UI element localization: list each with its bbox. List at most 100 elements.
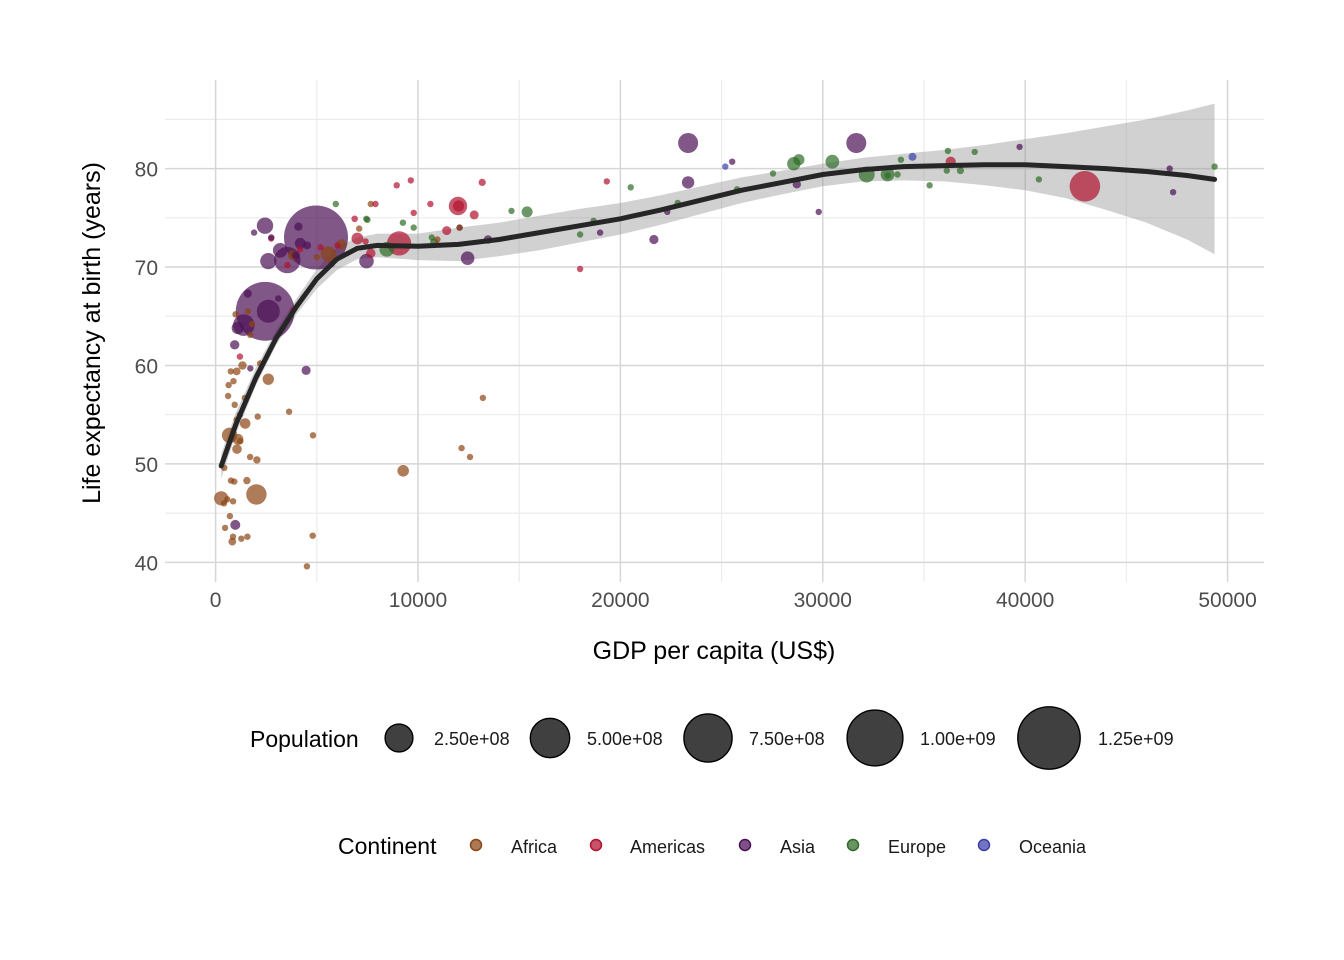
- data-point: [479, 394, 487, 402]
- data-point: [250, 229, 258, 236]
- data-point: [232, 367, 241, 376]
- data-point: [272, 243, 288, 258]
- smooth-trend-line-layer: [218, 162, 1218, 469]
- data-point: [410, 224, 417, 231]
- continent-legend-label: Oceania: [1019, 837, 1087, 857]
- data-point: [397, 465, 410, 477]
- data-point: [469, 210, 479, 220]
- smooth-confidence-band-layer: [221, 103, 1215, 479]
- data-point: [224, 496, 231, 503]
- data-point: [649, 234, 659, 245]
- data-point: [246, 484, 267, 505]
- data-point: [303, 241, 312, 250]
- data-point: [294, 237, 306, 249]
- continent-legend-key: [589, 838, 603, 852]
- data-point: [231, 401, 238, 408]
- size-legend-label: 7.50e+08: [749, 729, 825, 749]
- data-point: [230, 378, 237, 385]
- data-point: [956, 167, 965, 175]
- data-point: [815, 208, 822, 216]
- data-point: [231, 321, 244, 335]
- data-point: [309, 532, 316, 539]
- smooth-trend-line: [218, 162, 1218, 469]
- color-legend-title: Continent: [338, 833, 437, 859]
- data-point: [1169, 189, 1177, 196]
- data-point: [351, 215, 359, 223]
- continent-legend-key: [738, 838, 752, 852]
- data-point: [372, 200, 379, 208]
- data-point: [313, 254, 320, 261]
- data-point: [944, 147, 952, 155]
- data-point: [236, 437, 244, 445]
- data-point: [576, 265, 584, 273]
- data-point: [926, 182, 933, 189]
- data-point: [971, 148, 978, 156]
- data-point: [627, 184, 634, 191]
- y-tick-label: 60: [135, 355, 158, 378]
- data-point: [292, 251, 300, 260]
- data-point: [229, 533, 237, 540]
- data-point: [596, 229, 604, 236]
- continent-legend-label: Asia: [780, 837, 816, 857]
- y-tick-labels: 40 50 60 70 80: [135, 159, 158, 576]
- data-point: [793, 154, 805, 166]
- data-point: [275, 295, 282, 302]
- data-point: [678, 133, 699, 153]
- data-point: [268, 234, 275, 241]
- data-point: [1211, 163, 1218, 170]
- size-legend-label: 5.00e+08: [587, 729, 663, 749]
- data-point: [884, 172, 891, 179]
- data-point: [681, 176, 695, 189]
- data-point: [729, 158, 736, 165]
- data-point: [226, 512, 234, 520]
- data-point: [1166, 165, 1173, 172]
- continent-legend-label: Africa: [511, 837, 558, 857]
- data-point: [253, 456, 261, 464]
- data-point: [460, 251, 475, 265]
- data-point: [364, 216, 371, 223]
- size-legend-label: 2.50e+08: [434, 729, 510, 749]
- data-point: [285, 408, 293, 415]
- data-point: [1016, 143, 1023, 151]
- data-point: [825, 154, 840, 169]
- population-size-legend: Population 2.50e+08 5.00e+08 7.50e+08 1.00e…: [250, 706, 1174, 770]
- continent-legend-label: Europe: [888, 837, 946, 857]
- data-point: [262, 373, 274, 385]
- data-point: [244, 533, 251, 540]
- data-point: [238, 535, 245, 542]
- data-point: [256, 217, 274, 234]
- data-point: [230, 519, 241, 530]
- data-point: [458, 444, 465, 452]
- data-point: [239, 418, 251, 429]
- data-point: [453, 200, 465, 212]
- data-point: [769, 170, 777, 177]
- data-point: [908, 152, 917, 161]
- data-point: [521, 206, 533, 218]
- data-point: [410, 209, 417, 217]
- data-point: [603, 178, 610, 185]
- continent-legend-key: [846, 838, 860, 852]
- data-point: [894, 171, 901, 178]
- data-point: [232, 311, 239, 318]
- x-tick-label: 40000: [996, 589, 1054, 612]
- data-point: [230, 340, 240, 350]
- confidence-band: [221, 103, 1215, 479]
- data-point: [897, 156, 905, 163]
- size-legend-key: [846, 709, 904, 767]
- x-tick-label: 50000: [1198, 589, 1256, 612]
- x-tick-label: 20000: [591, 589, 649, 612]
- data-point: [332, 200, 339, 208]
- data-point: [248, 320, 256, 328]
- y-tick-label: 80: [135, 159, 158, 182]
- continent-color-legend: Continent Africa Americas Asia Europe Oceani…: [338, 833, 1087, 859]
- data-point: [260, 253, 277, 270]
- y-tick-label: 40: [135, 552, 158, 575]
- x-axis-title: GDP per capita (US$): [593, 637, 836, 665]
- size-legend-key: [1017, 706, 1081, 770]
- size-legend-key: [384, 723, 414, 753]
- data-point: [362, 238, 369, 245]
- data-point: [478, 178, 486, 186]
- data-point: [256, 299, 280, 323]
- data-point: [317, 244, 324, 251]
